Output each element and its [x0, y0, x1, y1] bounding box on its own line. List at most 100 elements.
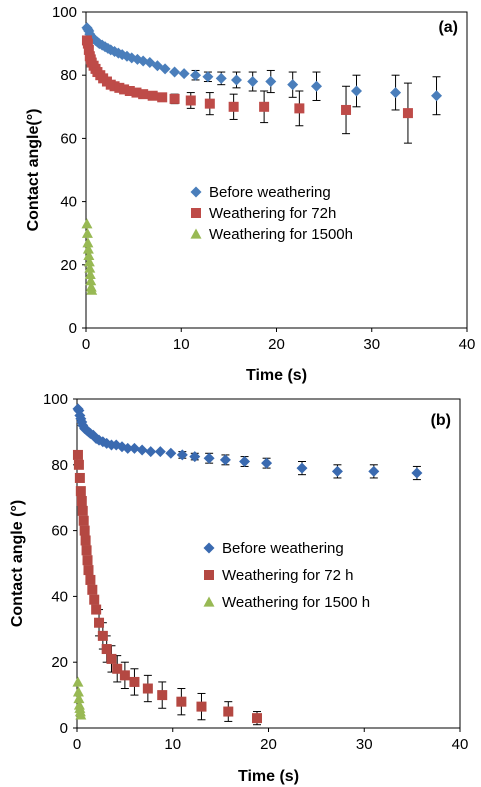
- data-point: [94, 617, 105, 628]
- data-point: [252, 713, 263, 724]
- y-tick-label: 100: [43, 391, 68, 408]
- data-point: [176, 449, 188, 461]
- data-point: [85, 275, 97, 286]
- y-axis-title-b: Contact angle (°): [9, 500, 26, 627]
- data-point: [154, 446, 166, 458]
- y-axis-b: 0 20 40 60 80 100: [43, 391, 77, 737]
- data-point: [178, 68, 190, 80]
- y-tick-label: 0: [60, 720, 68, 737]
- x-tick-label: 10: [164, 736, 181, 753]
- panel-label-b: (b): [431, 412, 451, 429]
- chart-panel-a: 0 20 40 60 80 100 0 10 20 30 40 Before weathering…: [25, 4, 475, 384]
- data-point: [128, 442, 140, 454]
- data-point: [82, 243, 94, 254]
- series-square: [81, 35, 413, 144]
- data-point: [97, 630, 108, 641]
- data-point: [91, 604, 102, 615]
- data-point: [228, 101, 239, 112]
- data-point: [157, 92, 168, 103]
- data-point: [185, 95, 196, 106]
- legend-marker: [203, 596, 215, 607]
- data-point: [138, 89, 149, 100]
- series-triangle: [81, 218, 98, 295]
- data-point: [74, 472, 85, 483]
- data-point: [431, 90, 443, 102]
- legend-a: Before weathering Weathering for 72h Weath…: [190, 184, 353, 243]
- data-point: [101, 644, 112, 655]
- data-point: [296, 462, 308, 474]
- data-point: [165, 447, 177, 459]
- data-point: [112, 663, 123, 674]
- data-point: [204, 98, 215, 109]
- data-point: [82, 555, 93, 566]
- x-tick-label: 0: [82, 336, 90, 353]
- chart-panel-b: 0 20 40 60 80 100 0 10 20 30 40 Before weathering…: [9, 391, 468, 785]
- x-axis-a: 0 10 20 30 40: [82, 328, 476, 353]
- data-point: [119, 670, 130, 681]
- data-point: [72, 686, 84, 697]
- data-point: [341, 104, 352, 115]
- data-point: [287, 79, 299, 91]
- data-point: [124, 86, 135, 96]
- data-point: [84, 268, 96, 279]
- data-point: [202, 71, 214, 83]
- legend-marker: [191, 208, 201, 218]
- data-point: [83, 565, 94, 576]
- data-point: [78, 515, 89, 526]
- data-point: [121, 50, 133, 62]
- data-point: [77, 505, 88, 516]
- legend-marker: [203, 542, 215, 554]
- data-point: [86, 284, 98, 295]
- data-point: [131, 87, 142, 98]
- legend-entry-label: Before weathering: [222, 540, 344, 557]
- legend-entry-label: Weathering for 72h: [209, 205, 336, 222]
- legend-marker: [190, 186, 202, 198]
- series-diamond: [81, 22, 443, 116]
- series-triangle: [72, 676, 87, 720]
- data-point: [122, 442, 134, 454]
- x-tick-label: 40: [459, 336, 476, 353]
- data-point: [223, 706, 234, 717]
- data-point: [81, 218, 93, 229]
- data-point: [311, 80, 323, 92]
- data-point: [83, 249, 95, 260]
- data-point: [89, 594, 100, 605]
- data-point: [84, 262, 96, 273]
- x-axis-title-b: Time (s): [238, 768, 299, 785]
- data-point: [169, 66, 181, 78]
- x-tick-label: 30: [356, 736, 373, 753]
- data-point: [81, 545, 92, 556]
- y-tick-label: 80: [60, 67, 77, 84]
- data-point: [137, 55, 149, 67]
- x-tick-label: 20: [260, 736, 277, 753]
- y-tick-label: 80: [51, 457, 68, 474]
- data-point: [73, 692, 85, 704]
- panel-label-a: (a): [438, 19, 458, 36]
- data-point: [368, 465, 380, 477]
- data-point: [169, 93, 180, 104]
- legend-marker: [190, 228, 202, 239]
- data-point: [87, 584, 98, 595]
- data-point: [79, 525, 90, 536]
- data-point: [411, 467, 423, 479]
- legend-marker: [204, 570, 214, 580]
- y-axis-a: 0 20 40 60 80 100: [52, 4, 86, 337]
- data-point: [75, 486, 86, 497]
- data-point: [81, 227, 93, 238]
- series-diamond: [72, 403, 423, 481]
- legend-entry-label: Before weathering: [209, 184, 331, 201]
- legend-entry-label: Weathering for 1500h: [209, 226, 353, 243]
- x-tick-label: 20: [268, 336, 285, 353]
- data-point: [147, 90, 158, 101]
- data-point: [73, 459, 84, 470]
- data-point: [331, 465, 343, 477]
- y-tick-label: 40: [51, 588, 68, 605]
- data-point: [261, 457, 273, 469]
- y-tick-label: 20: [60, 257, 77, 274]
- data-point: [129, 676, 140, 687]
- data-point: [106, 653, 117, 664]
- y-tick-label: 40: [60, 194, 77, 211]
- data-point: [294, 103, 305, 114]
- data-point: [75, 709, 87, 720]
- data-point: [157, 690, 168, 701]
